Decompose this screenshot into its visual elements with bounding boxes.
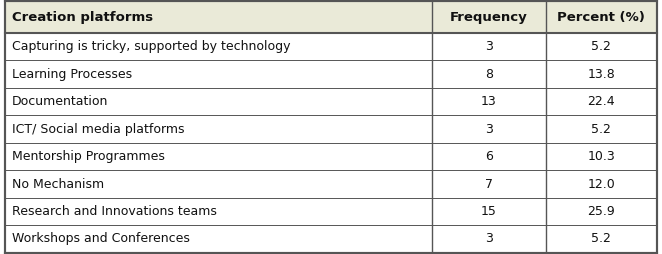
Text: Learning Processes: Learning Processes — [12, 68, 132, 81]
Text: No Mechanism: No Mechanism — [12, 178, 104, 190]
Text: 15: 15 — [481, 205, 497, 218]
Text: 6: 6 — [485, 150, 493, 163]
Bar — [5, 1, 657, 33]
Bar — [5, 33, 657, 60]
Text: 22.4: 22.4 — [587, 95, 615, 108]
Text: 5.2: 5.2 — [591, 123, 611, 136]
Text: 5.2: 5.2 — [591, 40, 611, 53]
Bar — [5, 198, 657, 225]
Text: Creation platforms: Creation platforms — [12, 11, 153, 24]
Text: 3: 3 — [485, 40, 493, 53]
Bar — [5, 143, 657, 170]
Text: 13.8: 13.8 — [587, 68, 615, 81]
Text: Capturing is tricky, supported by technology: Capturing is tricky, supported by techno… — [12, 40, 291, 53]
Text: 10.3: 10.3 — [587, 150, 615, 163]
Text: 3: 3 — [485, 232, 493, 245]
Text: 3: 3 — [485, 123, 493, 136]
Bar — [5, 170, 657, 198]
Bar — [5, 60, 657, 88]
Text: Frequency: Frequency — [450, 11, 528, 24]
Text: Workshops and Conferences: Workshops and Conferences — [12, 232, 190, 245]
Bar — [5, 115, 657, 143]
Text: Mentorship Programmes: Mentorship Programmes — [12, 150, 165, 163]
Text: Percent (%): Percent (%) — [557, 11, 645, 24]
Text: 5.2: 5.2 — [591, 232, 611, 245]
Text: 12.0: 12.0 — [587, 178, 615, 190]
Bar — [5, 225, 657, 253]
Bar — [5, 88, 657, 115]
Text: Research and Innovations teams: Research and Innovations teams — [12, 205, 216, 218]
Text: 8: 8 — [485, 68, 493, 81]
Text: ICT/ Social media platforms: ICT/ Social media platforms — [12, 123, 185, 136]
Text: 13: 13 — [481, 95, 497, 108]
Text: 7: 7 — [485, 178, 493, 190]
Text: 25.9: 25.9 — [587, 205, 615, 218]
Text: Documentation: Documentation — [12, 95, 109, 108]
